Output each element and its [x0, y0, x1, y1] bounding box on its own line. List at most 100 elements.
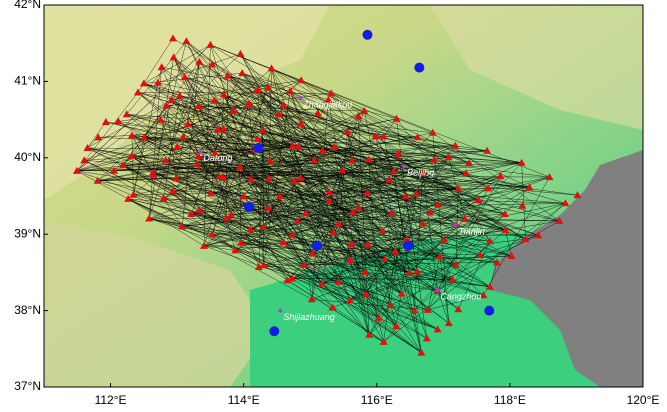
station-triangle [118, 161, 127, 169]
station-triangle [501, 226, 510, 234]
station-triangle [417, 348, 426, 356]
city-dot [453, 223, 458, 228]
station-triangle [486, 237, 495, 245]
station-triangle [492, 258, 501, 266]
station-triangle [405, 268, 414, 276]
station-triangle [259, 260, 268, 268]
station-triangle [254, 262, 263, 270]
city-label: Cangzhou [440, 291, 481, 301]
station-triangle [93, 176, 102, 184]
station-triangle [444, 153, 453, 161]
station-triangle [401, 192, 410, 200]
station-triangle [347, 240, 356, 248]
station-triangle [374, 313, 383, 321]
station-triangle [348, 208, 357, 216]
station-triangle [381, 254, 390, 262]
station-triangle [423, 305, 432, 313]
station-triangle [397, 289, 406, 297]
station-triangle [394, 150, 403, 158]
station-triangle [361, 268, 370, 276]
station-triangle [199, 241, 208, 249]
station-triangle [206, 40, 215, 48]
station-triangle [162, 101, 171, 109]
station-triangle [387, 209, 396, 217]
station-triangle [354, 112, 363, 120]
station-triangle [343, 127, 352, 135]
station-triangle [483, 146, 492, 154]
station-triangle [418, 219, 427, 227]
station-triangle [496, 172, 505, 180]
station-triangle [418, 168, 427, 176]
station-triangle [148, 168, 157, 176]
station-triangle [561, 199, 570, 207]
station-triangle [430, 155, 439, 163]
station-triangle [264, 204, 273, 212]
station-triangle [94, 133, 103, 141]
station-triangle [462, 169, 471, 177]
station-triangle [364, 155, 373, 163]
station-triangle [410, 306, 419, 314]
station-triangle [253, 135, 262, 143]
stations: Zhangjiakou Datong Beijing Tianjin Cangzhou S… [72, 29, 582, 356]
city-label: Zhangjiakou [302, 100, 352, 110]
station-triangle [127, 151, 136, 159]
station-triangle [167, 95, 176, 103]
station-triangle [413, 267, 422, 275]
blue-station [253, 142, 264, 153]
station-triangle [239, 192, 248, 200]
station-triangle [363, 240, 372, 248]
station-triangle [379, 132, 388, 140]
y-tick-label: 40°N [14, 150, 41, 164]
blue-station [243, 201, 254, 212]
station-triangle [207, 189, 216, 197]
station-triangle [288, 231, 297, 239]
station-triangle [288, 274, 297, 282]
station-triangle [279, 101, 288, 109]
station-triangle [213, 125, 222, 133]
frame [43, 4, 644, 388]
station-triangle [301, 209, 310, 217]
y-tick-label: 39°N [14, 226, 41, 240]
station-triangle [182, 37, 191, 45]
station-triangle [235, 163, 244, 171]
station-triangle [194, 152, 203, 160]
station-triangle [334, 219, 343, 227]
station-triangle [247, 175, 256, 183]
station-triangle [413, 133, 422, 141]
station-triangle [454, 305, 463, 313]
station-triangle [140, 133, 149, 141]
blue-station [362, 29, 373, 40]
station-triangle [267, 64, 276, 72]
station-triangle [231, 246, 240, 254]
station-triangle [452, 260, 461, 268]
station-triangle [474, 195, 483, 203]
station-triangle [299, 261, 308, 269]
station-triangle [378, 226, 387, 234]
station-triangle [433, 325, 442, 333]
station-triangle [259, 222, 268, 230]
station-triangle [227, 210, 236, 218]
station-triangle [114, 117, 123, 125]
x-tick-label: 118°E [494, 393, 526, 407]
station-triangle [346, 296, 355, 304]
station-triangle [360, 106, 369, 114]
station-triangle [183, 119, 192, 127]
station-triangle [500, 209, 509, 217]
station-triangle [460, 214, 469, 222]
station-triangle [392, 114, 401, 122]
station-triangle [145, 214, 154, 222]
station-triangle [194, 102, 203, 110]
station-triangle [435, 252, 444, 260]
station-triangle [448, 275, 457, 283]
station-triangle [223, 71, 232, 79]
station-triangle [153, 78, 162, 86]
station-triangle [122, 110, 131, 118]
station-triangle [133, 88, 142, 96]
station-triangle [555, 216, 564, 224]
station-triangle [139, 79, 148, 87]
station-triangle [129, 190, 138, 198]
blue-station [269, 326, 280, 337]
station-triangle [208, 230, 217, 238]
station-triangle [307, 295, 316, 303]
